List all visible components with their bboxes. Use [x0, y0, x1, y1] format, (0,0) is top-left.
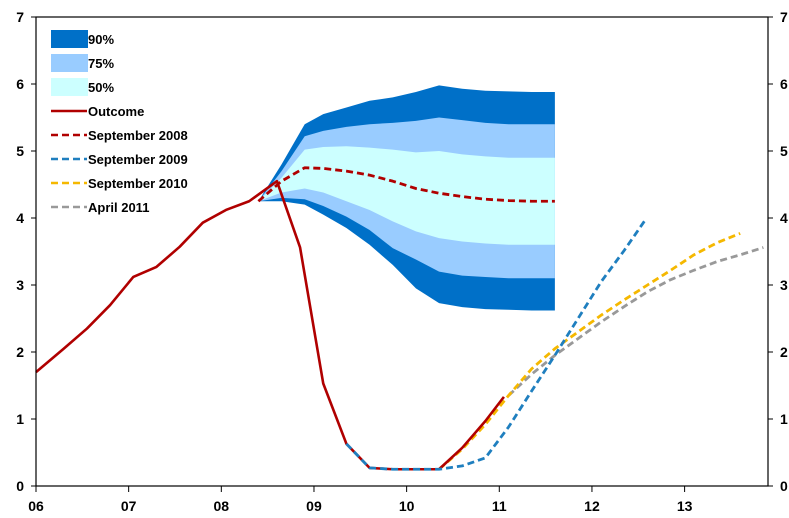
y-tick-label-right: 7	[780, 9, 788, 25]
y-tick-label-left: 2	[16, 344, 24, 360]
legend-swatch-75	[51, 54, 88, 72]
series-line-september-2008	[257, 166, 555, 203]
series-line-outcome	[35, 179, 505, 471]
y-tick-label-right: 0	[780, 478, 788, 494]
y-tick-label-right: 5	[780, 143, 788, 159]
y-tick-label-left: 4	[16, 210, 24, 226]
fan-band-50	[258, 146, 555, 245]
legend-label-75: 75%	[88, 56, 114, 71]
legend-label-september-2008: September 2008	[88, 128, 188, 143]
y-tick-label-left: 5	[16, 143, 24, 159]
legend-label-april-2011: April 2011	[88, 200, 149, 215]
series-line-september-2010	[438, 232, 741, 471]
axes-layer: 0 01 12 23 34 45 56 67 706 07 08 09 10 11 12 13	[16, 9, 788, 514]
x-tick-label: 12	[584, 498, 600, 513]
y-tick-label-right: 2	[780, 344, 788, 360]
y-tick-label-right: 6	[780, 76, 788, 92]
x-tick-label: 10	[399, 498, 415, 513]
legend-swatch-90	[51, 30, 88, 48]
series-line-april-2011	[507, 246, 764, 397]
legend-label-90: 90%	[88, 32, 114, 47]
plot-frame	[35, 16, 769, 487]
legend-label-outcome: Outcome	[88, 104, 144, 119]
y-tick-label-left: 6	[16, 76, 24, 92]
y-tick-label-right: 3	[780, 277, 788, 293]
series-line-september-2009	[345, 218, 647, 471]
y-tick-label-right: 4	[780, 210, 788, 226]
legend-swatch-50	[51, 78, 88, 96]
x-tick-label: 11	[492, 498, 507, 513]
legend-label-50: 50%	[88, 80, 114, 95]
x-tick-label: 07	[121, 498, 137, 513]
series-lines-layer	[35, 166, 764, 471]
x-tick-label: 09	[306, 498, 322, 513]
y-tick-label-left: 7	[16, 9, 24, 25]
y-tick-label-left: 1	[16, 411, 24, 427]
y-tick-label-left: 3	[16, 277, 24, 293]
y-tick-label-right: 1	[780, 411, 788, 427]
legend: 90% 75% 50% Outcome September 2008 September …	[51, 30, 188, 215]
x-tick-label: 08	[214, 498, 230, 513]
legend-label-september-2010: September 2010	[88, 176, 188, 191]
legend-label-september-2009: September 2009	[88, 152, 188, 167]
fan-bands-layer	[258, 85, 555, 311]
x-tick-label: 06	[28, 498, 44, 513]
x-tick-label: 13	[677, 498, 693, 513]
y-tick-label-left: 0	[16, 478, 24, 494]
